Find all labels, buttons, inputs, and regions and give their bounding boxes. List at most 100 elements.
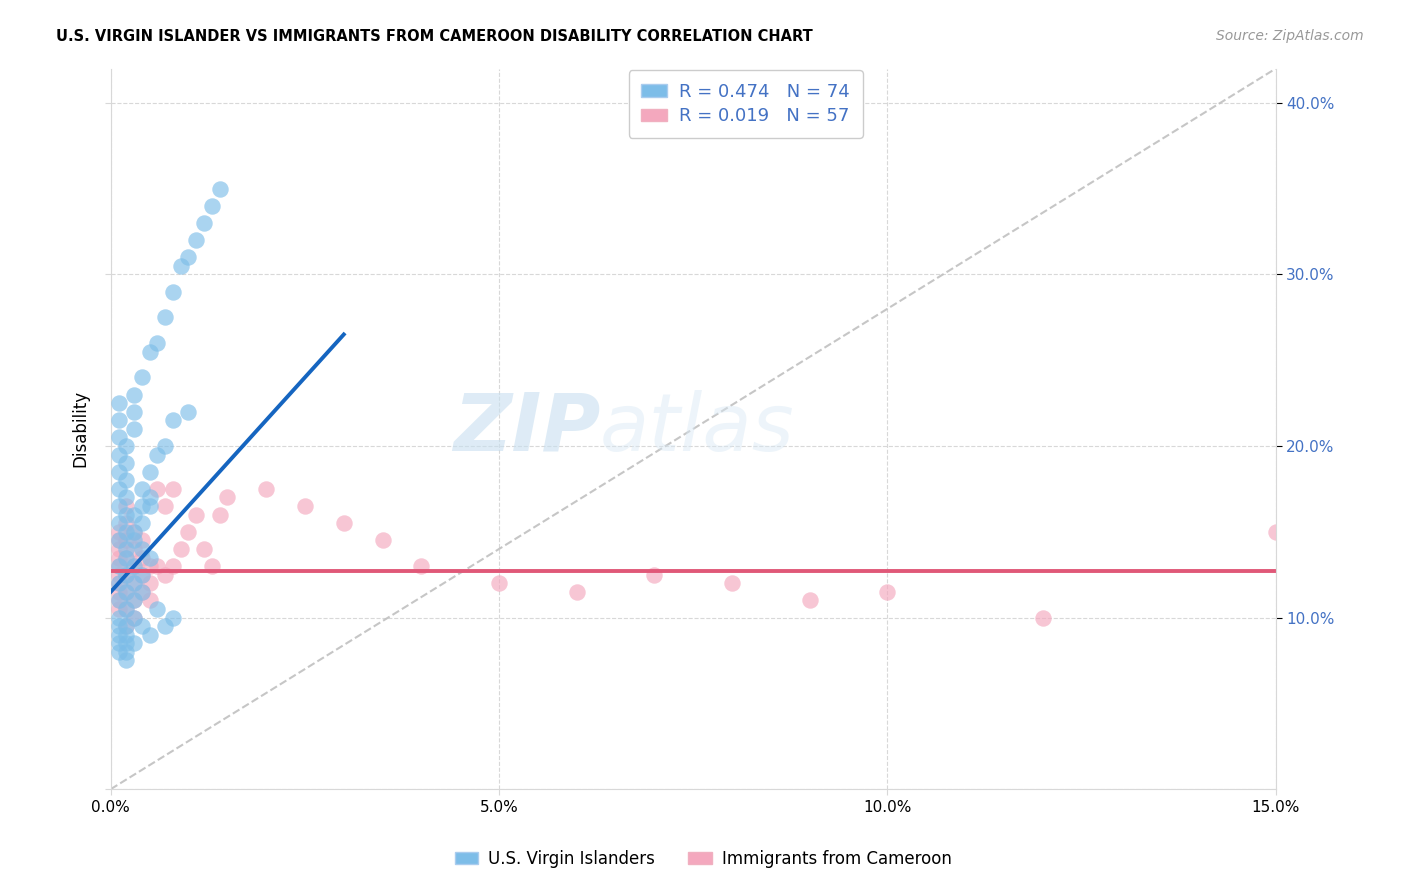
- Point: [107, 541, 129, 556]
- Point: [107, 559, 129, 574]
- Point: [122, 387, 145, 401]
- Point: [107, 645, 129, 659]
- Point: [122, 524, 145, 539]
- Point: [131, 533, 153, 548]
- Point: [138, 593, 160, 607]
- Point: [122, 524, 145, 539]
- Point: [115, 516, 138, 531]
- Point: [162, 285, 184, 299]
- Point: [138, 499, 160, 513]
- Point: [146, 336, 169, 351]
- Point: [208, 508, 231, 522]
- Point: [201, 559, 224, 574]
- Point: [107, 559, 129, 574]
- Point: [115, 628, 138, 642]
- Text: ZIP: ZIP: [453, 390, 600, 467]
- Point: [107, 413, 129, 427]
- Legend: R = 0.474   N = 74, R = 0.019   N = 57: R = 0.474 N = 74, R = 0.019 N = 57: [628, 70, 863, 138]
- Point: [115, 439, 138, 453]
- Point: [131, 541, 153, 556]
- Point: [115, 550, 138, 565]
- Point: [131, 584, 153, 599]
- Point: [107, 576, 129, 591]
- Point: [876, 584, 898, 599]
- Point: [115, 550, 138, 565]
- Point: [131, 370, 153, 384]
- Point: [115, 541, 138, 556]
- Point: [115, 653, 138, 667]
- Point: [122, 636, 145, 650]
- Point: [115, 499, 138, 513]
- Point: [131, 584, 153, 599]
- Text: atlas: atlas: [600, 390, 794, 467]
- Point: [122, 559, 145, 574]
- Point: [107, 396, 129, 410]
- Point: [146, 482, 169, 496]
- Point: [115, 584, 138, 599]
- Point: [107, 533, 129, 548]
- Point: [294, 499, 316, 513]
- Point: [107, 533, 129, 548]
- Point: [146, 448, 169, 462]
- Point: [107, 499, 129, 513]
- Point: [138, 550, 160, 565]
- Point: [333, 516, 356, 531]
- Point: [107, 602, 129, 616]
- Point: [122, 593, 145, 607]
- Point: [138, 344, 160, 359]
- Point: [107, 550, 129, 565]
- Point: [115, 491, 138, 505]
- Point: [1032, 610, 1054, 624]
- Point: [115, 567, 138, 582]
- Point: [217, 491, 239, 505]
- Point: [138, 491, 160, 505]
- Point: [131, 567, 153, 582]
- Point: [115, 584, 138, 599]
- Point: [177, 250, 200, 264]
- Point: [107, 516, 129, 531]
- Point: [107, 482, 129, 496]
- Point: [107, 619, 129, 633]
- Point: [153, 310, 176, 325]
- Point: [411, 559, 433, 574]
- Point: [131, 516, 153, 531]
- Point: [162, 482, 184, 496]
- Point: [122, 576, 145, 591]
- Point: [131, 550, 153, 565]
- Point: [208, 181, 231, 195]
- Point: [565, 584, 588, 599]
- Point: [170, 259, 193, 273]
- Point: [107, 567, 129, 582]
- Point: [122, 559, 145, 574]
- Point: [162, 559, 184, 574]
- Point: [131, 482, 153, 496]
- Point: [371, 533, 394, 548]
- Point: [122, 593, 145, 607]
- Point: [122, 576, 145, 591]
- Point: [122, 422, 145, 436]
- Point: [643, 567, 665, 582]
- Point: [115, 619, 138, 633]
- Point: [153, 499, 176, 513]
- Point: [107, 524, 129, 539]
- Point: [115, 567, 138, 582]
- Point: [122, 610, 145, 624]
- Point: [115, 524, 138, 539]
- Point: [131, 619, 153, 633]
- Point: [170, 541, 193, 556]
- Point: [131, 499, 153, 513]
- Point: [153, 619, 176, 633]
- Point: [177, 524, 200, 539]
- Point: [1264, 524, 1286, 539]
- Point: [107, 584, 129, 599]
- Point: [115, 473, 138, 487]
- Point: [162, 413, 184, 427]
- Point: [138, 559, 160, 574]
- Point: [107, 593, 129, 607]
- Point: [138, 628, 160, 642]
- Point: [115, 508, 138, 522]
- Point: [107, 628, 129, 642]
- Point: [122, 533, 145, 548]
- Point: [146, 602, 169, 616]
- Point: [122, 541, 145, 556]
